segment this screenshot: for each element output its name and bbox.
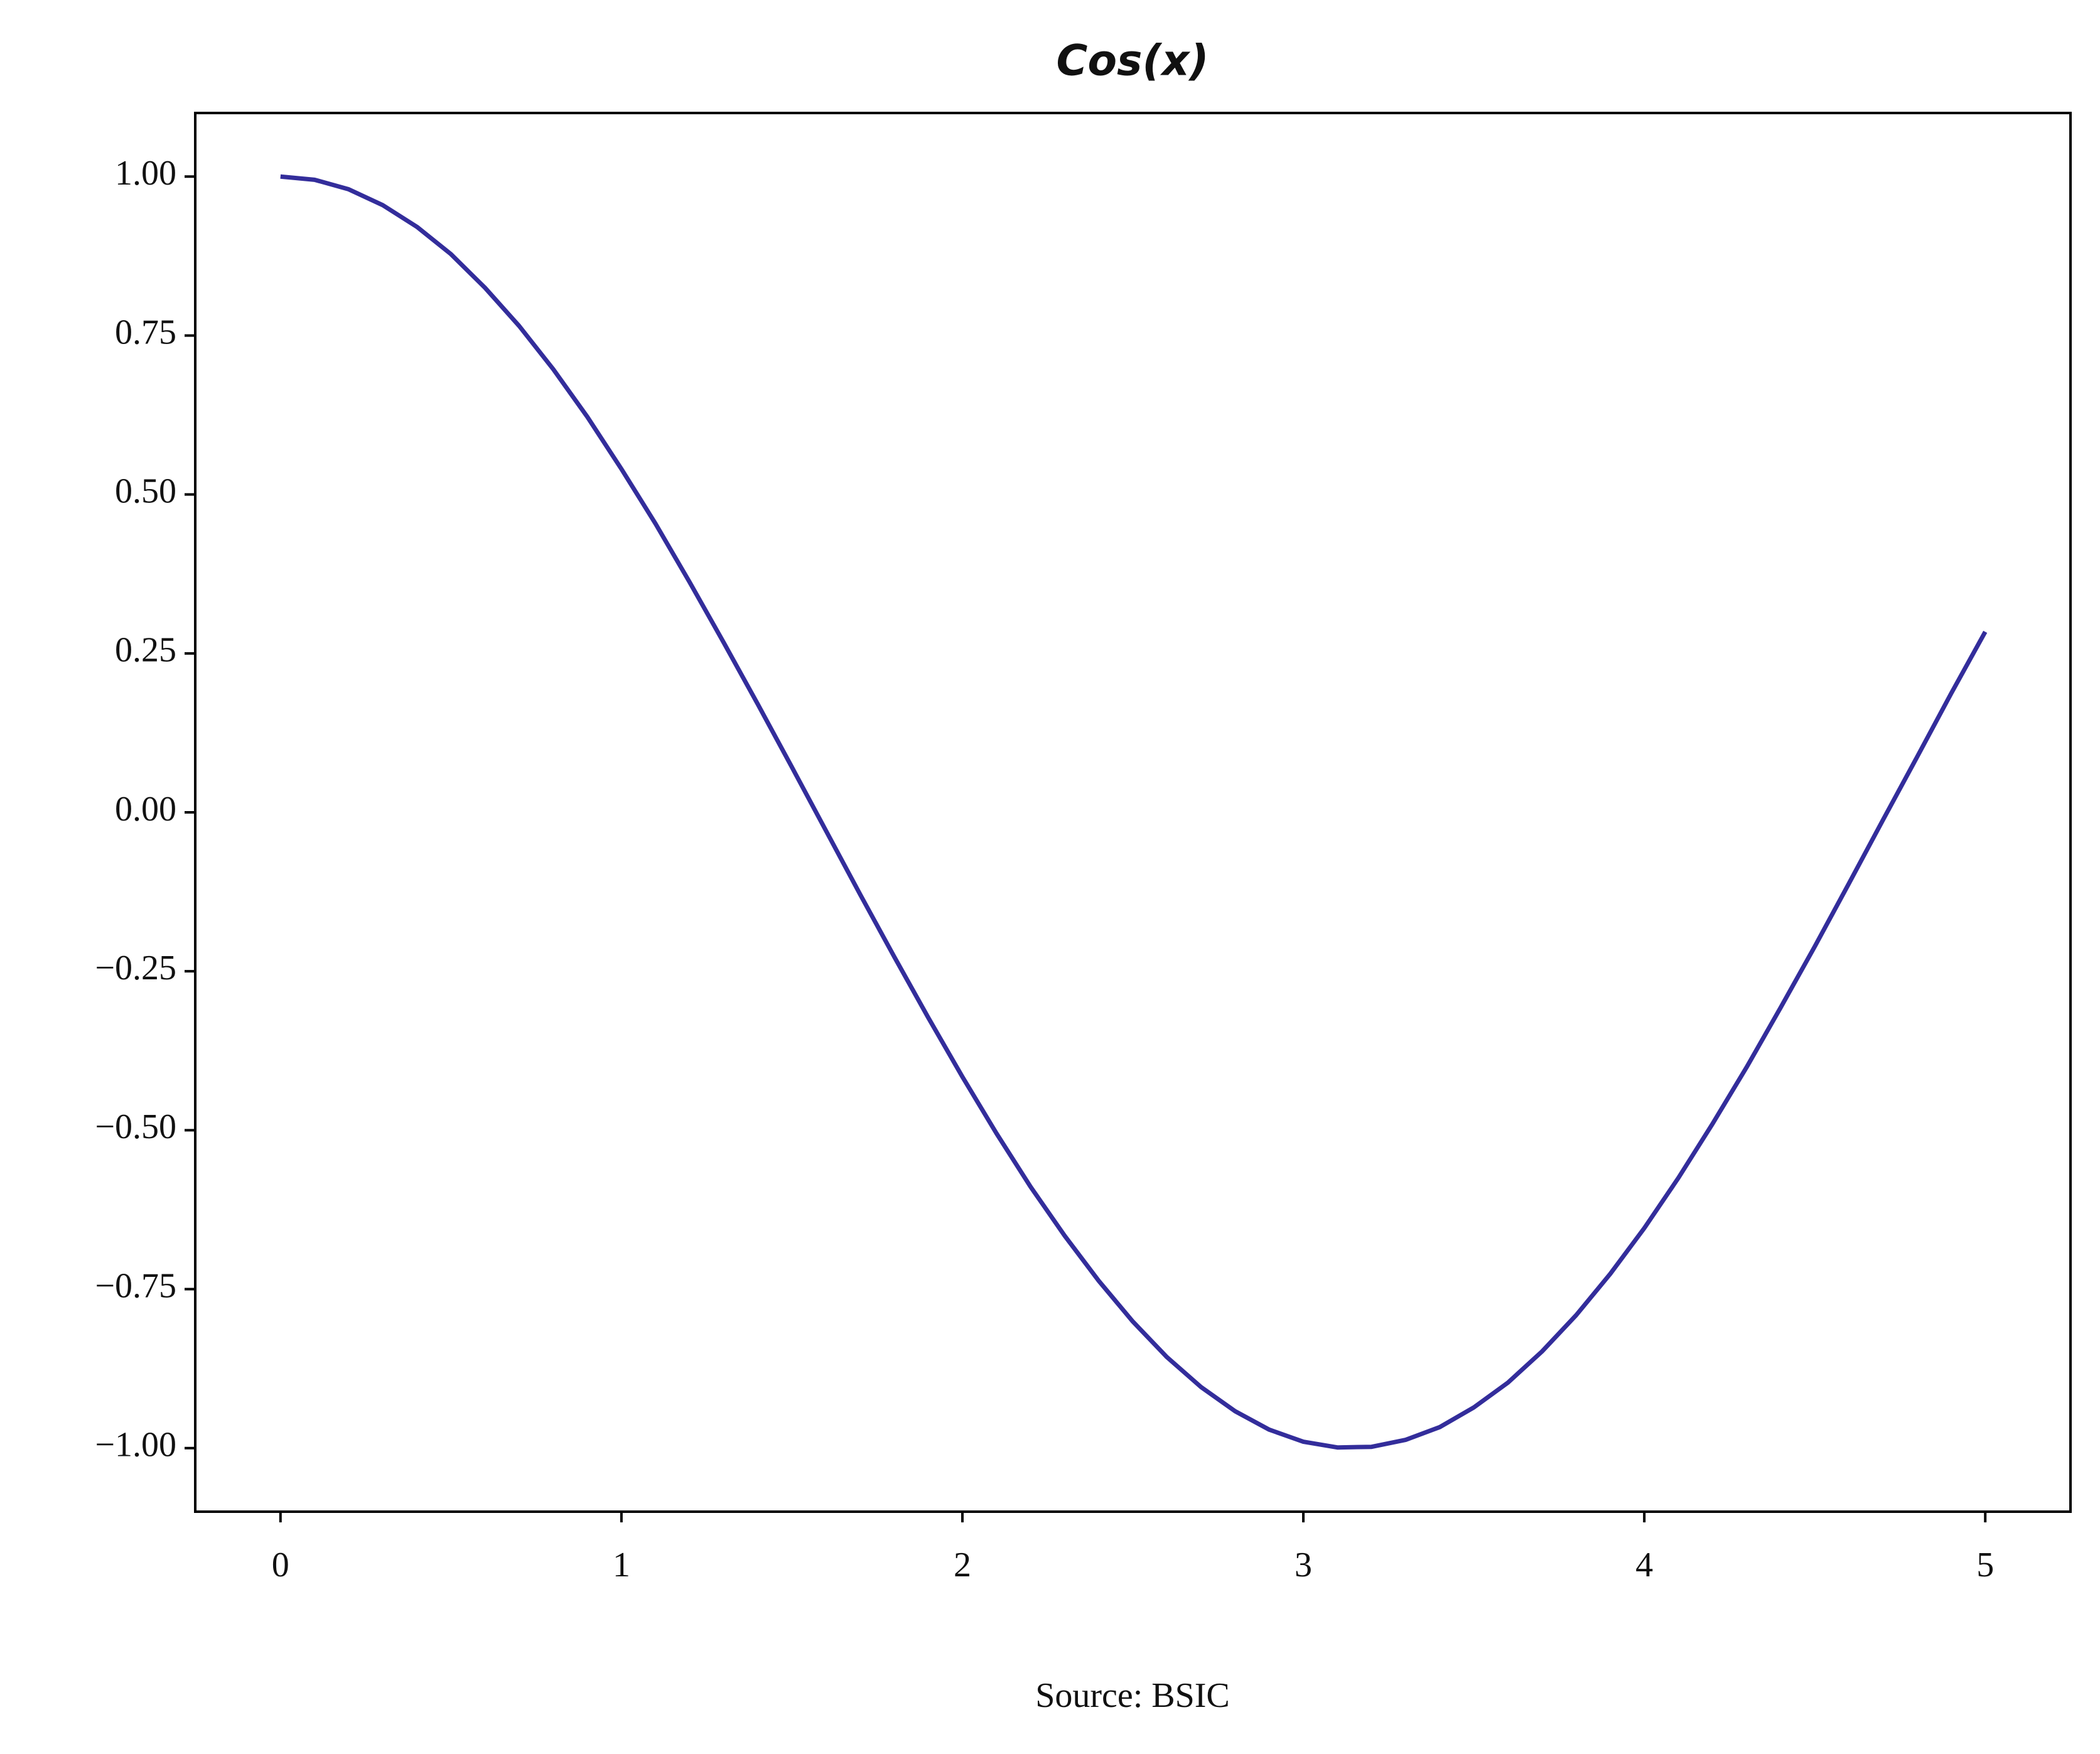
y-tick-label: −0.25 [95, 949, 176, 987]
x-tick-label: 5 [1976, 1546, 1994, 1585]
y-tick-label: −0.75 [95, 1266, 176, 1305]
y-tick-label: 0.75 [115, 313, 176, 352]
y-tick-label: 0.50 [115, 471, 176, 510]
y-tick-label: 1.00 [115, 154, 176, 193]
x-tick-label: 3 [1295, 1546, 1312, 1585]
caption: Source: BSIC [1035, 1676, 1230, 1715]
x-tick-label: 1 [613, 1546, 630, 1585]
y-tick-label: −1.00 [95, 1426, 176, 1465]
x-tick-label: 4 [1635, 1546, 1653, 1585]
x-tick-label: 0 [272, 1546, 289, 1585]
chart-title: Cos(x) [1056, 36, 1209, 86]
y-tick-label: 0.00 [115, 790, 176, 829]
y-tick-label: −0.50 [95, 1107, 176, 1146]
y-tick-label: 0.25 [115, 631, 176, 670]
x-tick-label: 2 [954, 1546, 971, 1585]
plot-frame [194, 112, 2072, 1513]
line [280, 174, 1988, 1450]
